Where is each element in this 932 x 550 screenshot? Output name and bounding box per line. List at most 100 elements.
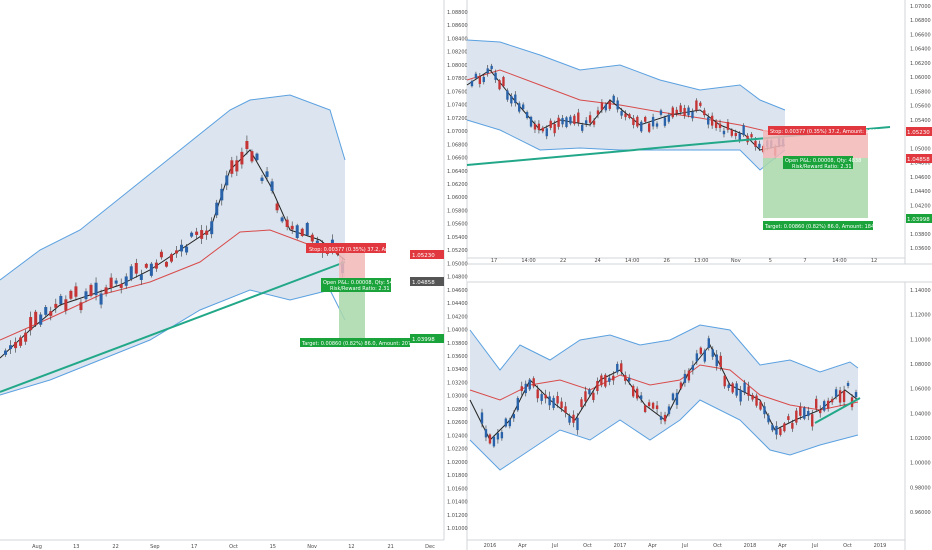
top-right-candle-body <box>671 107 674 118</box>
bottom-right-time-tick: Oct <box>843 543 852 549</box>
top-right-candle-body <box>659 110 663 115</box>
top-right-candle-body <box>718 123 722 128</box>
bottom-right-candle-body <box>663 414 667 422</box>
left-trendline[interactable] <box>0 261 346 393</box>
left-price-tick: 1.08800 <box>447 10 468 16</box>
left-rr-label: Risk/Reward Ratio: 2.31 <box>330 286 390 292</box>
bottom-right-candle-body <box>731 383 734 393</box>
bottom-right-time-tick: Apr <box>518 543 528 549</box>
top-right-candle-body <box>742 125 745 135</box>
left-candle-body <box>164 261 168 267</box>
top-right-stop-badge <box>768 126 866 135</box>
top-right-candle-body <box>604 104 608 111</box>
bottom-right-price-axis[interactable]: 1.14000 1.12000 1.10000 1.08000 1.06000 1.040… <box>910 288 931 516</box>
left-candle-body <box>305 222 309 236</box>
bottom-right-price-tick: 1.06000 <box>910 387 931 393</box>
bottom-right-candle-body <box>819 409 822 414</box>
left-candle-body <box>39 314 43 325</box>
left-candle-body <box>270 181 274 191</box>
bottom-right-candle-body <box>755 395 758 406</box>
left-time-tick: Sep <box>150 544 159 550</box>
left-candle-body <box>185 246 189 253</box>
left-candle-body <box>290 225 294 230</box>
bottom-right-candle-body <box>620 363 623 372</box>
top-right-time-tick: 14:00 <box>521 258 535 264</box>
top-right-candle-body <box>640 121 643 132</box>
bottom-right-candle-body <box>703 350 707 362</box>
bottom-right-candle-body <box>699 347 703 354</box>
left-price-tick: 1.05600 <box>447 222 468 228</box>
bottom-right-time-tick: Jul <box>551 543 558 549</box>
bottom-right-time-tick: Jul <box>811 543 818 549</box>
left-candle-body <box>275 203 279 211</box>
left-candle-body <box>109 277 113 289</box>
top-right-candle-body <box>655 123 659 127</box>
top-right-candle-body <box>474 73 478 79</box>
top-right-price-tick: 1.05400 <box>910 118 931 124</box>
bottom-right-candle-body <box>635 388 639 399</box>
left-time-tick: Aug <box>32 544 42 550</box>
top-right-candle-body <box>738 133 741 141</box>
left-price-tick: 1.01400 <box>447 500 468 506</box>
left-time-axis[interactable]: Aug 13 22 Sep 17 Oct 15 Nov 12 21 Dec <box>32 544 435 550</box>
bottom-right-candle-body <box>679 382 683 389</box>
left-candle-body <box>310 234 314 242</box>
bottom-right-candle-body <box>600 375 603 386</box>
left-candle-body <box>220 188 224 201</box>
bottom-right-candle-body <box>659 416 663 420</box>
left-price-tick: 1.04000 <box>447 328 468 334</box>
left-candle-body <box>134 262 138 274</box>
bottom-right-candle-body <box>500 432 504 439</box>
bottom-right-candle-body <box>830 399 834 403</box>
bottom-right-candle-body <box>838 390 842 403</box>
left-price-axis[interactable]: 1.08800 1.08600 1.08400 1.08200 1.08000 1.078… <box>447 10 468 532</box>
top-right-candle-body <box>537 123 541 130</box>
bottom-right-candle-body <box>504 418 508 427</box>
bottom-right-candle-body <box>683 373 687 383</box>
left-candle-body <box>205 230 209 235</box>
bottom-right-time-axis[interactable]: 2016 Apr Jul Oct 2017 Apr Jul Oct 2018 Apr Jul Oct 2… <box>484 543 887 549</box>
left-candle-body <box>285 219 289 228</box>
top-right-chart-panel[interactable]: Stop: 0.00377 (0.35%) 37.2, Amount: 1782… <box>466 4 932 264</box>
top-right-time-tick: 24 <box>594 258 600 264</box>
left-candle-body <box>104 287 108 294</box>
bottom-right-chart-panel[interactable]: 1.14000 1.12000 1.10000 1.08000 1.06000 1.040… <box>469 288 931 549</box>
top-right-candle-body <box>581 124 584 131</box>
top-right-time-axis[interactable]: 17 14:00 22 24 14:00 26 13:00 Nov 5 7 14:00 12 <box>491 258 877 264</box>
top-right-candle-body <box>510 96 513 104</box>
left-price-tick: 1.03400 <box>447 367 468 373</box>
left-open-badge <box>321 278 391 292</box>
bottom-right-candle-body <box>707 338 710 349</box>
bottom-right-trendline[interactable] <box>814 397 861 424</box>
bottom-right-candle-body <box>723 375 726 387</box>
top-right-candle-body <box>675 109 678 114</box>
left-candle-body <box>29 317 33 331</box>
bottom-right-candle-body <box>528 379 531 390</box>
bottom-right-candle-body <box>675 392 679 405</box>
bottom-right-candle-body <box>552 397 555 408</box>
bottom-right-candle-body <box>751 394 754 400</box>
bottom-right-candle-body <box>815 398 818 409</box>
bottom-right-candle-body <box>480 412 484 424</box>
bottom-right-candle-body <box>842 390 846 402</box>
left-price-tick: 1.03800 <box>447 341 468 347</box>
bottom-right-candle-body <box>711 349 714 357</box>
left-price-tick: 1.07000 <box>447 129 468 135</box>
top-right-candle-body <box>494 72 497 80</box>
left-candle-body <box>240 151 244 165</box>
bottom-right-candle-body <box>834 389 838 397</box>
bottom-right-price-tick: 1.00000 <box>910 461 931 467</box>
left-chart-panel[interactable]: Stop: 0.00377 (0.35%) 37.2, Amount: 2009… <box>0 10 468 550</box>
top-right-candle-body <box>573 115 576 124</box>
bottom-right-candle-body <box>822 401 826 411</box>
left-candle-body <box>74 286 78 297</box>
bottom-right-time-tick: Apr <box>778 543 788 549</box>
bottom-right-candle-body <box>759 401 762 410</box>
left-price-target-tag <box>410 334 444 343</box>
left-candle-body <box>300 228 304 236</box>
left-price-stop-tag <box>410 250 444 259</box>
top-right-candle-body <box>498 80 501 90</box>
left-candle-body <box>89 284 93 296</box>
top-right-candle-body <box>588 115 592 123</box>
top-right-candle-body <box>730 129 734 136</box>
